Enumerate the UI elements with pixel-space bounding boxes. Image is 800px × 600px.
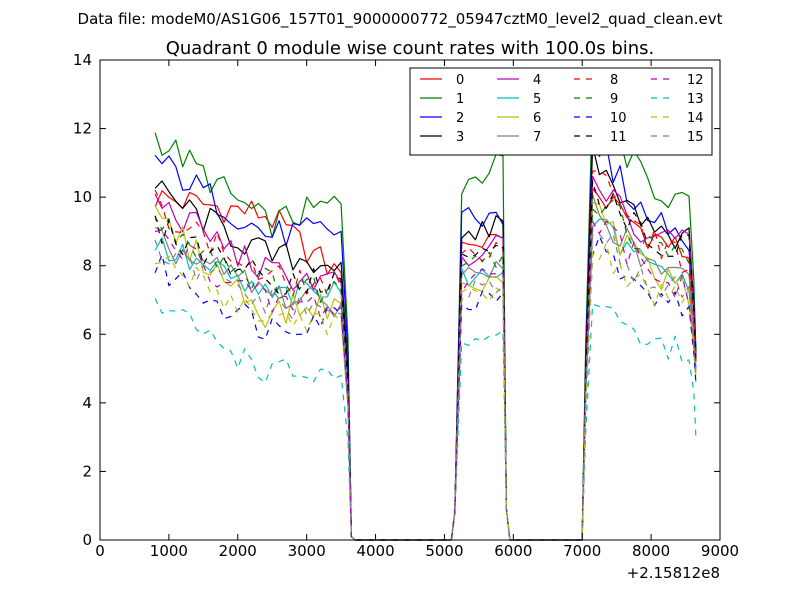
y-tick-label: 2 <box>82 462 92 480</box>
x-tick-label: 4000 <box>356 542 394 560</box>
legend-label: 11 <box>610 130 627 145</box>
y-tick-label: 8 <box>82 257 92 275</box>
legend-label: 6 <box>533 111 541 126</box>
legend-label: 9 <box>610 92 618 107</box>
plot-frame <box>99 59 721 541</box>
y-tick-label: 6 <box>82 325 92 343</box>
legend-label: 10 <box>610 111 627 126</box>
series-line-13 <box>154 298 697 541</box>
legend-label: 12 <box>687 73 704 88</box>
chart-title: Quadrant 0 module wise count rates with … <box>166 38 655 59</box>
y-tick-label: 10 <box>73 188 92 206</box>
legend-label: 3 <box>456 130 464 145</box>
y-tick-label: 4 <box>82 394 92 412</box>
legend-label: 2 <box>456 111 464 126</box>
x-tick-label: 2000 <box>219 542 257 560</box>
y-tick-label: 12 <box>73 120 92 138</box>
legend-label: 8 <box>610 73 618 88</box>
x-tick-label: 1000 <box>150 542 188 560</box>
x-tick-label: 6000 <box>494 542 532 560</box>
x-axis: 0 1000 2000 3000 4000 5000 6000 7000 8000 9000 <box>95 60 739 560</box>
x-tick-label: 9000 <box>701 542 739 560</box>
x-tick-label: 8000 <box>632 542 670 560</box>
series-line-8 <box>154 170 697 541</box>
legend-label: 5 <box>533 92 541 107</box>
series-line-15 <box>154 233 697 541</box>
legend-label: 15 <box>687 130 704 145</box>
y-tick-label: 0 <box>82 531 92 549</box>
x-tick-label: 5000 <box>425 542 463 560</box>
legend-label: 0 <box>456 73 464 88</box>
figure-suptitle: Data file: modeM0/AS1G06_157T01_90000007… <box>78 10 723 29</box>
series-line-14 <box>155 242 697 541</box>
legend-label: 14 <box>687 111 704 126</box>
x-tick-label: 7000 <box>563 542 601 560</box>
x-tick-label: 3000 <box>288 542 326 560</box>
legend-frame <box>409 67 713 156</box>
x-tick-label: 0 <box>95 542 105 560</box>
x-offset-label: +2.15812e8 <box>627 564 720 582</box>
legend-label: 7 <box>533 130 541 145</box>
legend-label: 1 <box>456 92 464 107</box>
y-tick-label: 14 <box>73 51 92 69</box>
legend-label: 13 <box>687 92 704 107</box>
legend-label: 4 <box>533 73 541 88</box>
